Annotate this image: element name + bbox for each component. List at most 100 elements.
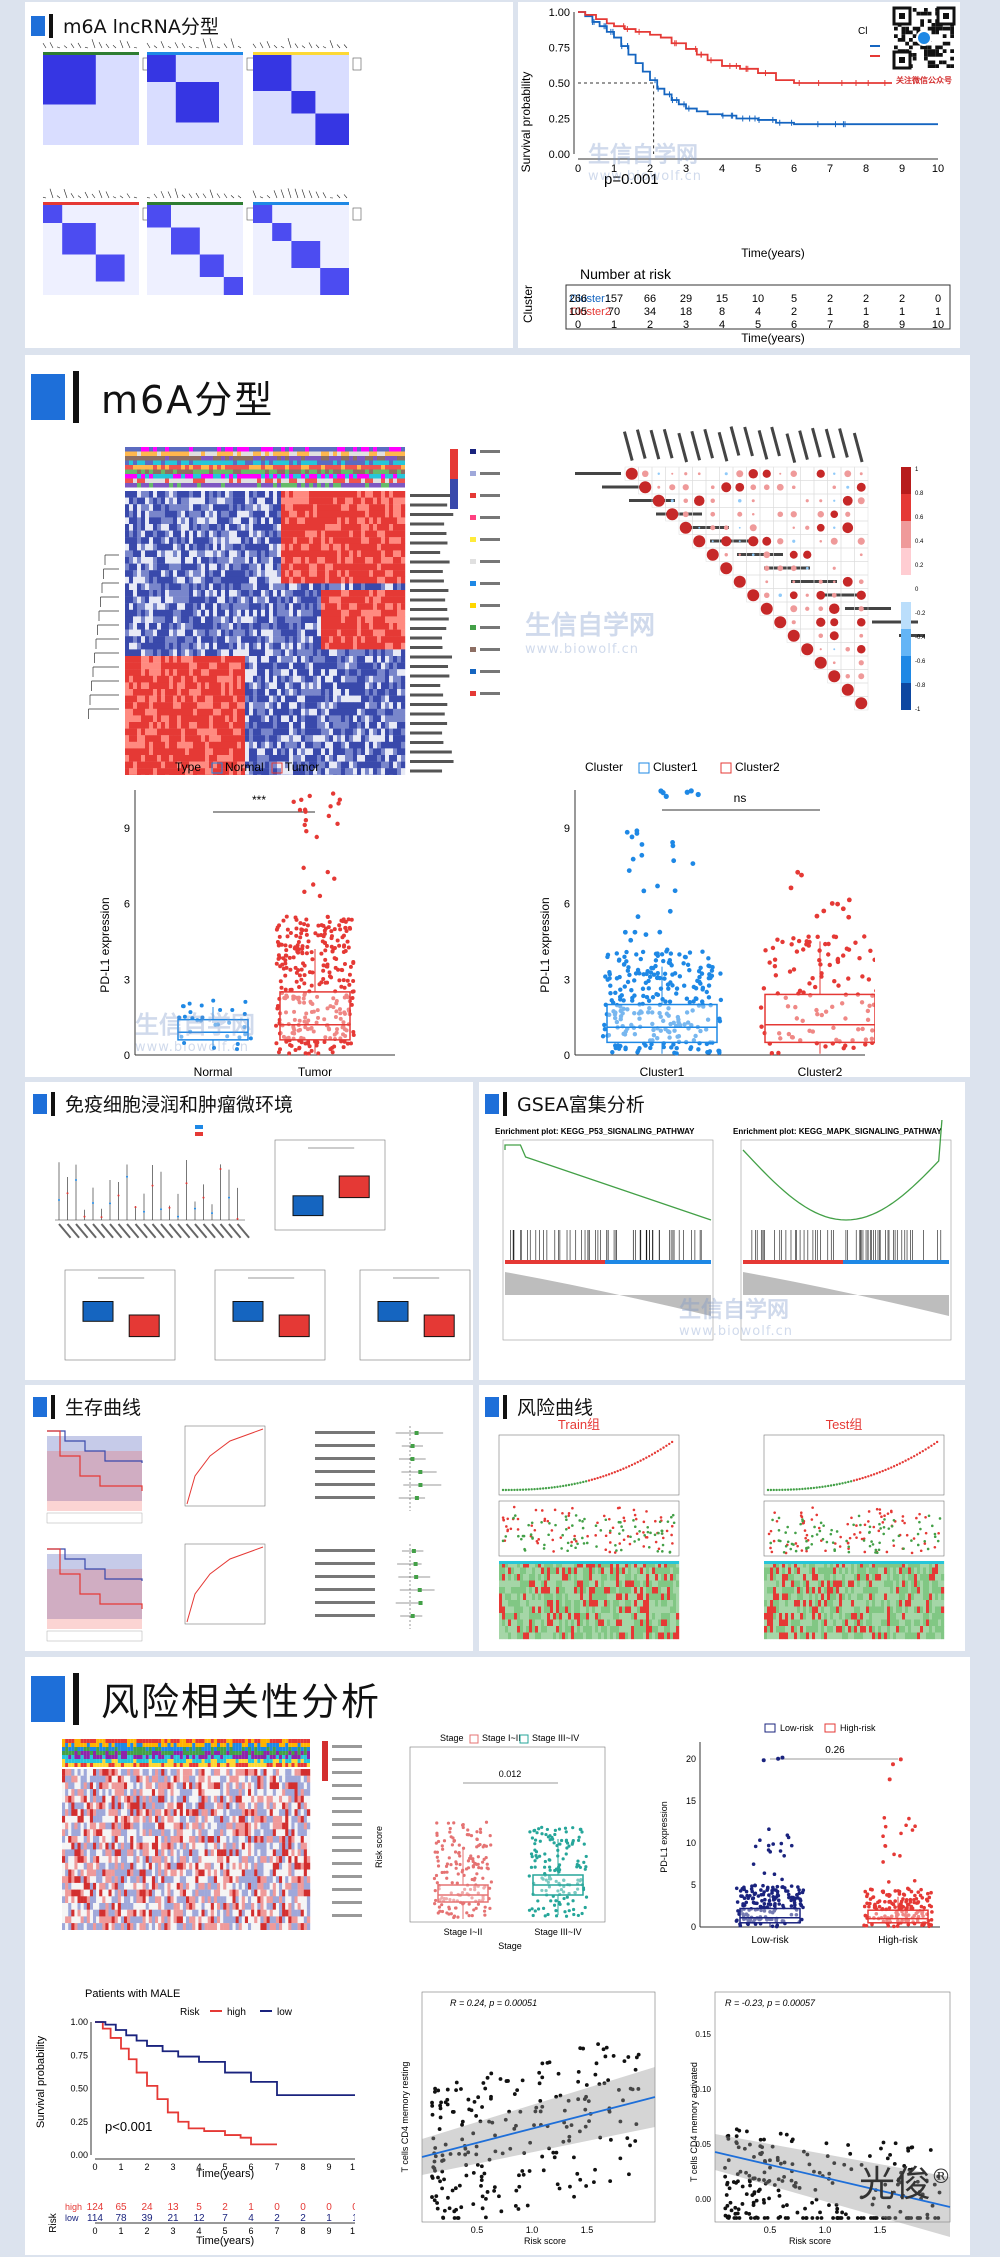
heat-cell: [213, 768, 218, 775]
gene-label: [410, 551, 441, 554]
annotation-cell: [309, 456, 313, 461]
heat-cell: [149, 504, 154, 511]
annotation-cell: [173, 478, 177, 483]
qr-module: [927, 53, 932, 57]
heat-cell: [153, 715, 158, 723]
heat-cell: [361, 755, 366, 762]
heat-cell: [401, 623, 406, 630]
heat-cell: [281, 504, 286, 511]
annotation-cell: [289, 465, 293, 470]
heat-cell: [357, 616, 362, 624]
heat-cell: [209, 741, 214, 749]
heat-cell: [373, 708, 378, 716]
heat-cell: [389, 623, 394, 630]
point: [237, 1035, 242, 1040]
heat-cell: [161, 669, 166, 676]
heat-cell: [377, 689, 382, 696]
ytick: 9: [564, 823, 570, 835]
heat-cell: [397, 768, 402, 775]
heat-cell: [133, 728, 138, 736]
heat-cell: [393, 662, 398, 670]
heat-cell: [177, 741, 182, 749]
heat-cell: [309, 669, 314, 676]
heat-cell: [221, 755, 226, 762]
heat-cell: [193, 642, 198, 650]
heat-cell: [197, 656, 202, 663]
heat-cell: [333, 656, 338, 663]
heat-cell: [353, 708, 358, 716]
point: [323, 940, 328, 945]
heat-cell: [297, 530, 302, 538]
heat-cell: [133, 603, 138, 610]
heat-cell: [305, 557, 310, 564]
heat-cell: [261, 590, 266, 597]
point: [291, 799, 296, 805]
heat-cell: [381, 728, 386, 736]
heat-cell: [261, 761, 266, 769]
heat-cell: [169, 708, 174, 716]
annotation-cell: [281, 474, 285, 479]
heat-cell: [201, 491, 206, 498]
heat-cell: [217, 755, 222, 762]
heat-cell: [289, 524, 294, 531]
point: [327, 970, 332, 975]
type-legend-tumor: Tumor: [285, 760, 319, 774]
dendrogram-branch: [343, 44, 348, 49]
heat-cell: [305, 517, 310, 525]
censor-marks: [591, 18, 894, 128]
heat-cell: [401, 728, 406, 736]
dendrogram-branch: [223, 43, 228, 49]
heat-cell: [313, 550, 318, 558]
annotation-cell: [341, 474, 345, 479]
annotation-cell: [229, 465, 233, 470]
heat-cell: [229, 629, 234, 637]
heat-cell: [333, 524, 338, 531]
heat-cell: [277, 715, 282, 723]
heat-cell: [333, 728, 338, 736]
heat-cell: [193, 715, 198, 723]
heat-cell: [229, 563, 234, 571]
annotation-cell: [181, 483, 185, 488]
heat-cell: [337, 728, 342, 736]
heat-cell: [181, 596, 186, 604]
heat-cell: [233, 583, 238, 591]
heat-cell: [233, 656, 238, 663]
heat-cell: [401, 642, 406, 650]
heat-cell: [337, 695, 342, 703]
heat-cell: [193, 537, 198, 544]
heat-cell: [141, 570, 146, 577]
heat-cell: [245, 616, 250, 624]
annotation-cell: [205, 447, 209, 452]
heat-cell: [361, 669, 366, 676]
section-header-1: m6A lncRNA分型: [31, 12, 219, 39]
heat-cell: [237, 609, 242, 617]
heat-cell: [253, 715, 258, 723]
heat-cell: [289, 603, 294, 610]
heat-cell: [401, 576, 406, 584]
heat-cell: [181, 675, 186, 683]
heat-cell: [157, 491, 162, 498]
heat-cell: [193, 517, 198, 525]
heat-cell: [149, 722, 154, 729]
dendrogram-branch: [266, 195, 271, 199]
heat-cell: [321, 702, 326, 709]
heat-cell: [257, 642, 262, 650]
corr-col-label: [824, 428, 836, 459]
legend-label: [480, 582, 500, 585]
heat-cell: [389, 616, 394, 624]
heat-cell: [301, 656, 306, 663]
annotation-cell: [353, 469, 357, 474]
km-cluster-chart: Survival probability Time(years) p=0.001…: [519, 7, 951, 345]
heat-cell: [377, 748, 382, 756]
heat-cell: [381, 708, 386, 716]
heat-cell: [373, 491, 378, 498]
heat-cell: [185, 510, 190, 518]
heat-cell: [297, 550, 302, 558]
heat-cell: [233, 755, 238, 762]
heat-cell: [325, 623, 330, 630]
heat-cell: [157, 741, 162, 749]
heat-cell: [233, 662, 238, 670]
annotation-cell: [237, 460, 241, 465]
heat-cell: [293, 504, 298, 511]
heat-cell: [377, 576, 382, 584]
